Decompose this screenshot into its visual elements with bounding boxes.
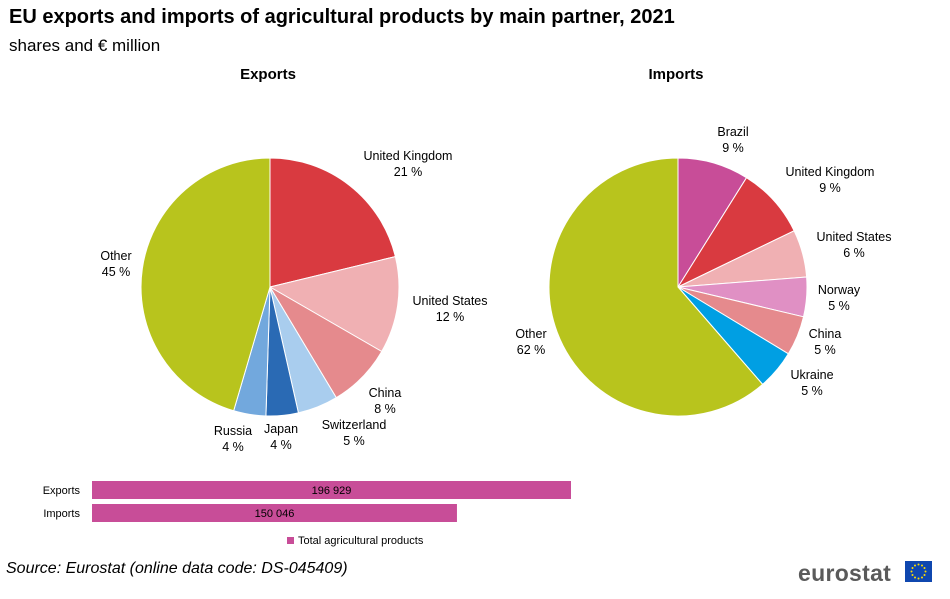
imports-value-brazil: 9 % bbox=[722, 141, 744, 155]
exports-label-russia: Russia bbox=[214, 424, 252, 438]
bar-category-exports: Exports bbox=[43, 485, 81, 497]
exports-value-other: 45 % bbox=[102, 265, 131, 279]
imports-label-united-states: United States bbox=[816, 230, 891, 244]
imports-value-other: 62 % bbox=[517, 343, 546, 357]
bar-exports bbox=[92, 481, 571, 499]
bar-category-imports: Imports bbox=[43, 508, 80, 520]
exports-slice-united-states bbox=[268, 255, 400, 353]
imports-value-united-kingdom: 9 % bbox=[819, 181, 841, 195]
legend-swatch bbox=[287, 537, 294, 544]
imports-value-ukraine: 5 % bbox=[801, 384, 823, 398]
exports-label-united-states: United States bbox=[412, 294, 487, 308]
eu-flag-icon bbox=[905, 561, 932, 582]
imports-label-ukraine: Ukraine bbox=[790, 368, 833, 382]
imports-label-brazil: Brazil bbox=[717, 125, 748, 139]
bar-value-exports: 196 929 bbox=[312, 485, 352, 497]
exports-label-china: China bbox=[369, 386, 402, 400]
exports-value-russia: 4 % bbox=[222, 440, 244, 454]
exports-value-japan: 4 % bbox=[270, 438, 292, 452]
bar-imports bbox=[92, 504, 457, 522]
exports-value-switzerland: 5 % bbox=[343, 434, 365, 448]
exports-value-united-kingdom: 21 % bbox=[394, 165, 423, 179]
legend-label: Total agricultural products bbox=[298, 535, 424, 547]
exports-label-japan: Japan bbox=[264, 422, 298, 436]
imports-value-china: 5 % bbox=[814, 343, 836, 357]
chart-subtitle: shares and € million bbox=[9, 36, 161, 55]
exports-label-united-kingdom: United Kingdom bbox=[364, 149, 453, 163]
eurostat-logo: eurostat bbox=[798, 560, 892, 586]
exports-label-other: Other bbox=[100, 249, 131, 263]
exports-pie-title: Exports bbox=[240, 66, 296, 83]
exports-slice-united-kingdom bbox=[269, 157, 396, 288]
imports-value-united-states: 6 % bbox=[843, 246, 865, 260]
imports-value-norway: 5 % bbox=[828, 299, 850, 313]
exports-label-switzerland: Switzerland bbox=[322, 418, 387, 432]
bar-value-imports: 150 046 bbox=[255, 508, 295, 520]
exports-value-china: 8 % bbox=[374, 402, 396, 416]
exports-value-united-states: 12 % bbox=[436, 310, 465, 324]
imports-label-other: Other bbox=[515, 327, 546, 341]
imports-label-china: China bbox=[809, 327, 842, 341]
exports-slice-other bbox=[140, 157, 271, 412]
imports-label-norway: Norway bbox=[818, 283, 861, 297]
imports-slice-other bbox=[548, 157, 764, 417]
imports-pie-title: Imports bbox=[648, 66, 704, 83]
source-note: Source: Eurostat (online data code: DS-0… bbox=[6, 560, 348, 577]
imports-label-united-kingdom: United Kingdom bbox=[786, 165, 875, 179]
chart-title: EU exports and imports of agricultural p… bbox=[9, 6, 675, 28]
